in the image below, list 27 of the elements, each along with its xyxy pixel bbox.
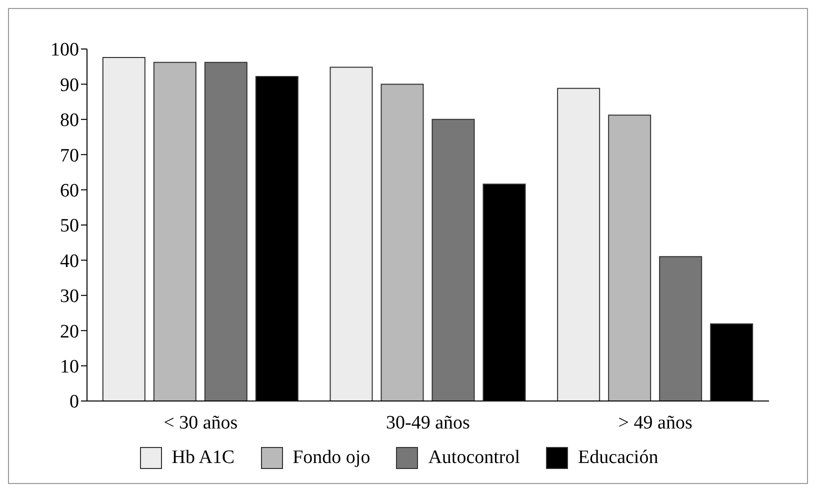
y-tick-label: 90: [60, 74, 79, 96]
x-tick-label: > 49 años: [618, 412, 692, 434]
y-tick-label: 80: [60, 110, 79, 132]
y-tick-label: 100: [50, 40, 79, 61]
y-tick-label: 50: [60, 216, 79, 237]
legend-label: Autocontrol: [427, 447, 520, 469]
bar: [153, 62, 196, 401]
x-tick-label: < 30 años: [164, 412, 238, 434]
bar: [330, 66, 373, 401]
y-tick-label: 60: [60, 180, 79, 202]
y-tick-label: 0: [70, 392, 79, 413]
y-tick-label: 70: [60, 145, 79, 166]
legend-label: Educación: [577, 447, 658, 469]
bar: [659, 256, 702, 401]
legend-label: Fondo ojo: [292, 447, 370, 469]
y-tick-label: 30: [60, 286, 79, 308]
y-tick-label: 40: [60, 250, 79, 272]
bar: [204, 62, 248, 401]
bar: [608, 114, 652, 401]
legend-label: Hb A1C: [170, 447, 235, 469]
bar: [102, 56, 146, 401]
bar: [557, 88, 600, 401]
y-tick-label: 20: [60, 321, 79, 342]
y-tick-label: 10: [60, 356, 79, 378]
x-tick-label: 30-49 años: [386, 412, 470, 434]
bar: [432, 118, 475, 401]
bar: [380, 84, 424, 401]
